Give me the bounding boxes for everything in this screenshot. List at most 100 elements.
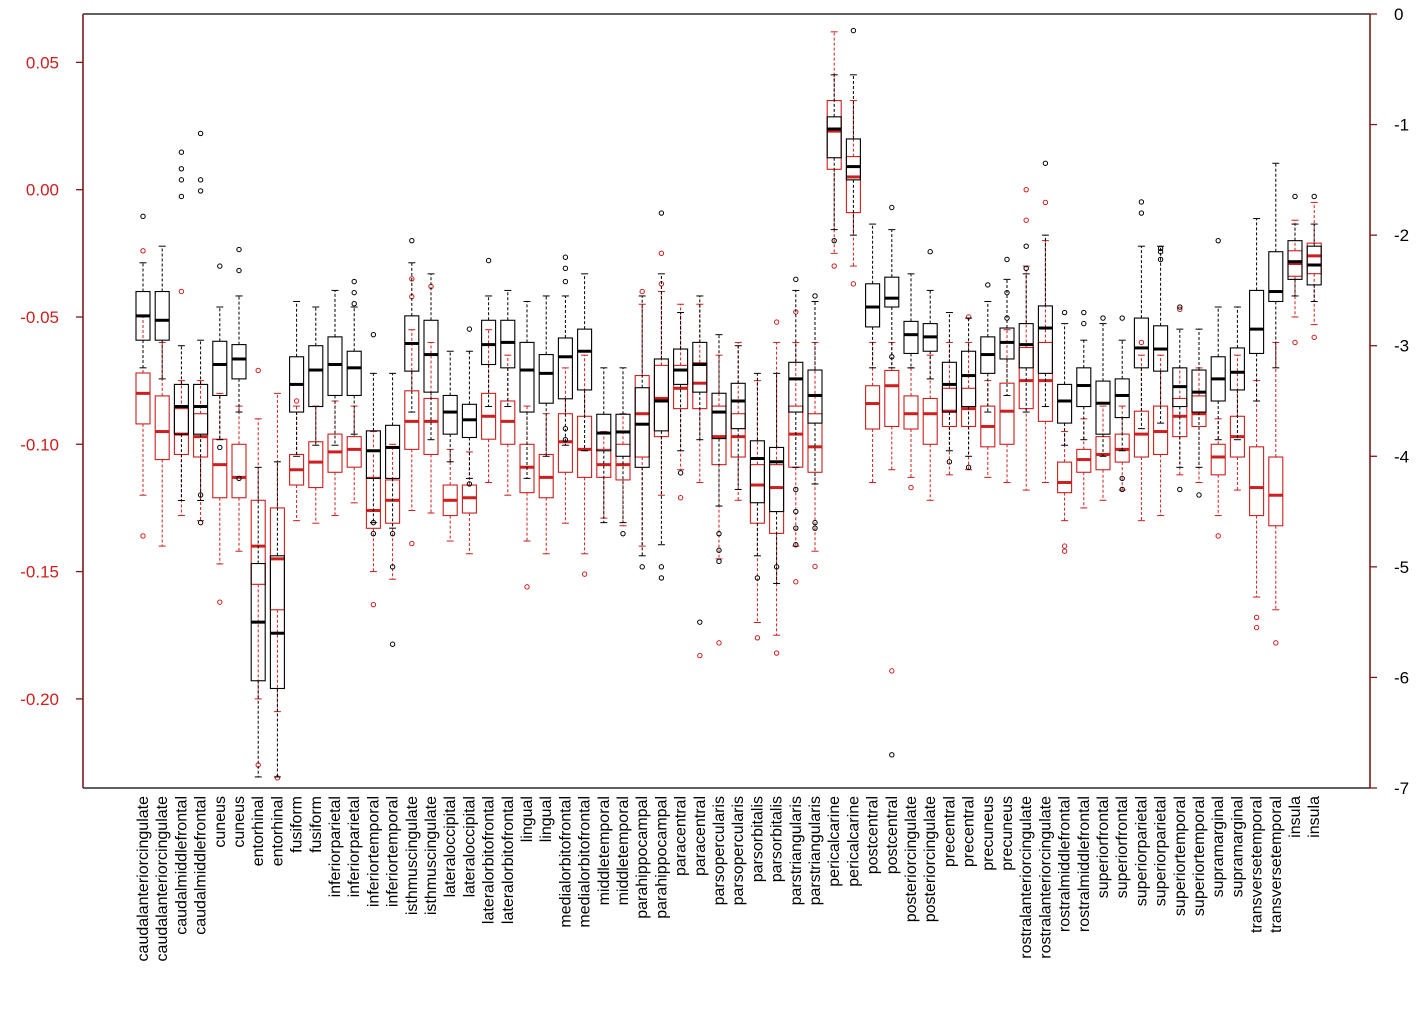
category-label: transversetemporal [1249,796,1266,933]
box-iqr [308,345,324,408]
category-label: precuneus [980,796,997,871]
outlier-point [1253,614,1260,621]
box-black-13 [385,372,401,647]
right-tick-label: -7 [1394,779,1409,798]
outlier-point [140,533,146,539]
box-iqr [692,362,708,410]
outlier-point [351,300,357,307]
outlier-point [1196,492,1202,498]
box-iqr [154,395,170,461]
outlier-point [1119,475,1125,482]
outlier-point [351,289,357,296]
box-black-24 [596,367,612,524]
category-label: parsorbitalis [769,796,786,882]
box-black-22 [557,254,573,446]
outlier-point [217,444,223,451]
right-tick-label: 0 [1394,5,1403,24]
box-black-36 [826,74,842,244]
category-label: postcentral [884,796,901,874]
outlier-point [1292,193,1298,200]
box-iqr [865,385,881,430]
box-red-5 [231,405,247,552]
box-black-14 [404,237,420,413]
box-iqr [346,436,362,468]
right-tick-label: -3 [1394,337,1409,356]
outlier-point [831,237,837,244]
outlier-point [1311,193,1317,200]
box-iqr [269,555,285,690]
category-label: superiortemporal [1191,796,1208,916]
box-black-23 [577,273,593,452]
box-iqr [1133,317,1149,369]
outlier-point [562,265,569,272]
category-label: isthmuscingulate [423,796,440,915]
box-iqr [173,408,189,456]
box-iqr [193,383,209,435]
box-black-26 [634,295,650,570]
box-black-18 [481,257,497,408]
outlier-point [793,508,799,515]
outlier-point [178,166,185,172]
box-iqr [577,328,593,391]
outlier-point [1292,339,1298,346]
outlier-point [754,635,761,641]
outlier-point [389,564,396,570]
box-iqr [365,476,381,529]
box-iqr [941,387,957,428]
box-black-55 [1191,328,1207,498]
outlier-point [850,27,857,34]
category-label: caudalmiddlefrontal [173,796,190,935]
box-black-28 [673,312,689,476]
box-iqr [250,499,266,585]
outlier-point [236,246,242,253]
box-iqr [154,290,170,341]
left-axis-ticks: 0.05 0.00 -0.05 -0.10 -0.15 -0.20 [20,53,83,709]
category-label: medialorbitofrontal [577,796,594,928]
category-label: inferiorparietal [346,796,363,897]
box-black-31 [730,345,746,490]
outlier-point [793,542,799,548]
outlier-point [466,481,473,487]
left-tick-label: -0.05 [20,308,59,327]
box-iqr [231,344,247,380]
category-label: pericalcarine [826,796,843,887]
category-label: inferiortemporal [385,796,402,907]
box-black-44 [980,282,996,413]
outlier-point [889,354,895,360]
box-red-40 [903,367,919,491]
red-series-boxes [135,31,1322,781]
category-labels: caudalanteriorcingulate caudalanteriorcin… [135,796,1323,962]
outlier-point [140,248,146,254]
outlier-point [1004,256,1010,263]
box-black-0 [135,213,151,369]
category-label: lateralorbitofrontal [481,796,498,924]
category-label: fusiform [289,796,306,853]
box-black-41 [922,249,938,380]
category-label: superiorfrontal [1114,796,1131,898]
outlier-point [658,210,665,216]
box-black-58 [1249,218,1265,402]
outlier-point [236,475,242,482]
outlier-point [812,519,818,526]
outlier-point [1023,217,1029,223]
box-iqr [615,443,631,481]
box-iqr [231,443,247,499]
category-label: precentral [961,796,978,867]
outlier-point [581,571,588,577]
box-red-17 [461,451,477,555]
outlier-point [1023,186,1029,193]
box-black-17 [461,326,477,487]
box-black-61 [1306,193,1322,302]
outlier-point [1061,548,1068,554]
category-label: medialorbitofrontal [557,796,574,928]
outlier-point [677,470,684,476]
outlier-point [370,331,377,338]
box-iqr [999,382,1015,445]
category-label: parsopercularis [711,796,728,905]
outlier-point [812,563,818,570]
left-tick-label: -0.10 [20,435,59,454]
category-label: lingual [519,796,536,842]
category-label: lateraloccipital [442,796,459,897]
outlier-point [562,254,569,260]
box-black-33 [769,372,785,584]
